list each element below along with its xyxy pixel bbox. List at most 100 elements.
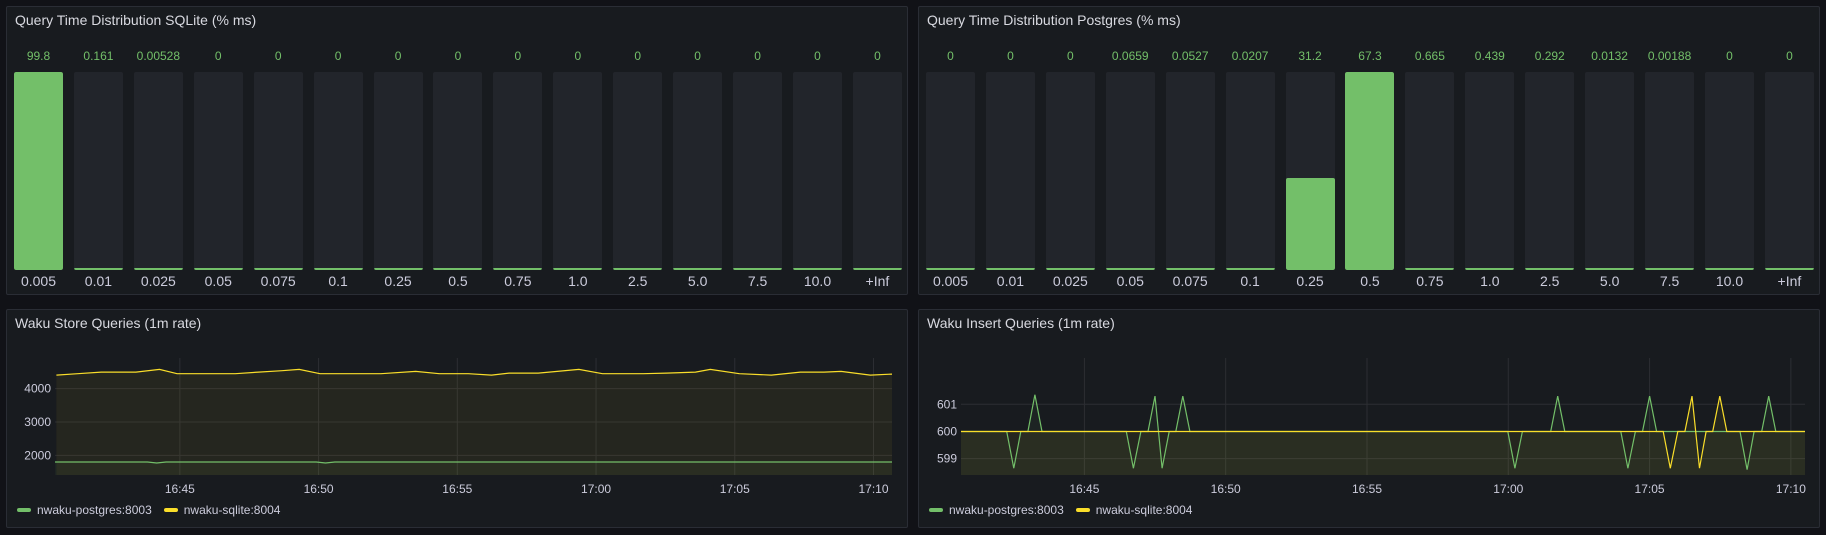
legend-label: nwaku-postgres:8003	[949, 503, 1064, 517]
legend-label: nwaku-sqlite:8004	[1095, 503, 1193, 517]
bar-category-label: 0.5	[1360, 273, 1380, 289]
bar-track	[1165, 72, 1215, 270]
bar	[1764, 268, 1814, 270]
panel-sqlite-distribution: Query Time Distribution SQLite (% ms) 99…	[6, 6, 908, 295]
bar-value-label: 0.439	[1474, 49, 1505, 63]
bar-track	[553, 72, 603, 270]
bar	[613, 268, 663, 270]
bar-category-label: 0.05	[1116, 273, 1144, 289]
panel-title[interactable]: Query Time Distribution SQLite (% ms)	[15, 12, 257, 28]
bar-category-label: 1.0	[568, 273, 588, 289]
y-tick-label: 599	[937, 452, 957, 466]
bar-category-label: 0.1	[328, 273, 348, 289]
bar-category-label: 0.025	[1052, 273, 1088, 289]
bar-value-label: 0	[394, 49, 402, 63]
x-tick-label: 16:55	[1352, 482, 1382, 496]
bar-value-label: 0	[334, 49, 342, 63]
bar-value-label: 0.0132	[1591, 49, 1628, 63]
legend-swatch-icon	[163, 508, 178, 512]
bar-value-label: 0	[874, 49, 881, 63]
series-line	[961, 395, 1805, 469]
bar-track	[73, 72, 123, 270]
bar-column: 0.161 0.01	[73, 7, 123, 294]
series-area	[961, 396, 1805, 475]
bar-value-label: 0.00528	[136, 49, 181, 63]
bar	[792, 268, 842, 270]
bar-value-label: 0.665	[1414, 49, 1445, 63]
bar-track	[1345, 72, 1395, 270]
bar-category-label: 0.01	[84, 273, 113, 289]
x-tick-label: 16:55	[442, 482, 472, 496]
bar-track	[433, 72, 483, 270]
panel-store-queries: Waku Store Queries (1m rate) 2000 3000 400…	[6, 309, 908, 528]
legend-swatch-icon	[1075, 508, 1090, 512]
bar-track	[1525, 72, 1575, 270]
x-tick-label: 17:00	[581, 482, 611, 496]
bar-column: 0 5.0	[673, 7, 723, 294]
legend-item[interactable]: nwaku-sqlite:8004	[163, 503, 280, 517]
bar-column: 0 0.05	[193, 7, 243, 294]
bar-value-label: 99.8	[26, 49, 51, 63]
bar-category-label: 0.75	[1416, 273, 1444, 289]
bar-column: 0 0.1	[313, 7, 363, 294]
x-tick-label: 17:05	[1635, 482, 1665, 496]
bar-column: 0.665 0.75	[1405, 7, 1455, 294]
bar-column: 0 0.01	[985, 7, 1035, 294]
bar-column: 0 0.005	[926, 7, 975, 294]
x-tick-label: 17:10	[1776, 482, 1806, 496]
legend: nwaku-postgres:8003 nwaku-sqlite:8004	[929, 503, 1192, 517]
series-area	[55, 462, 892, 475]
bar-value-label: 0	[574, 49, 582, 63]
bar-category-label: 0.25	[1296, 273, 1324, 289]
legend-item[interactable]: nwaku-sqlite:8004	[1075, 503, 1193, 517]
bar-value-label: 0	[1007, 49, 1014, 63]
bar-category-label: 0.075	[1172, 273, 1208, 289]
bar	[14, 72, 63, 270]
x-tick-label: 17:10	[858, 482, 888, 496]
series-line	[55, 461, 892, 464]
bar-track	[733, 72, 783, 270]
bar-value-label: 0.292	[1534, 49, 1565, 63]
series-line	[56, 368, 893, 376]
bar-value-label: 0	[214, 49, 222, 63]
bar-category-label: 2.5	[627, 273, 648, 289]
bar-category-label: 0.005	[932, 273, 969, 289]
bar-column: 0 0.75	[493, 7, 543, 294]
panel-title[interactable]: Waku Store Queries (1m rate)	[15, 315, 202, 331]
bar	[673, 268, 723, 270]
legend-item[interactable]: nwaku-postgres:8003	[929, 503, 1064, 517]
bar	[313, 268, 363, 270]
bar-category-label: 0.075	[260, 273, 296, 289]
legend-item[interactable]: nwaku-postgres:8003	[17, 503, 152, 517]
x-tick-label: 16:45	[165, 482, 195, 496]
bar-category-label: 0.025	[140, 273, 176, 289]
bar-category-label: +Inf	[865, 273, 890, 289]
bar-category-label: 0.5	[448, 273, 468, 289]
bar-track	[1225, 72, 1275, 270]
bar	[1165, 268, 1215, 270]
legend: nwaku-postgres:8003 nwaku-sqlite:8004	[17, 503, 280, 517]
bar-column: 0 7.5	[733, 7, 783, 294]
bar-gauge: 0 0.005 0 0.01 0 0.025 0.0659 0.05 0.0527 0.075 0.…	[926, 7, 1814, 294]
bar	[253, 268, 303, 270]
bar-column: 31.2 0.25	[1285, 7, 1335, 294]
legend-swatch-icon	[17, 508, 31, 512]
bar-category-label: 0.1	[1240, 273, 1260, 289]
bar	[553, 268, 603, 270]
bar-value-label: 0	[514, 49, 522, 63]
bar-category-label: 0.05	[204, 273, 232, 289]
bar-column: 0 +Inf	[852, 7, 902, 294]
bar-column: 0 0.25	[373, 7, 423, 294]
panel-title[interactable]: Query Time Distribution Postgres (% ms)	[927, 12, 1181, 28]
panel-title[interactable]: Waku Insert Queries (1m rate)	[927, 315, 1115, 331]
bar	[433, 268, 483, 270]
bar-value-label: 0	[1726, 49, 1733, 63]
bar-track	[193, 72, 243, 270]
bar-track	[133, 72, 183, 270]
bar-column: 0.0527 0.075	[1165, 7, 1215, 294]
bar-category-label: 1.0	[1480, 273, 1500, 289]
bar-value-label: 0.00188	[1647, 49, 1692, 63]
bar-category-label: 0.01	[996, 273, 1025, 289]
bar-track	[373, 72, 423, 270]
bar	[493, 268, 543, 270]
